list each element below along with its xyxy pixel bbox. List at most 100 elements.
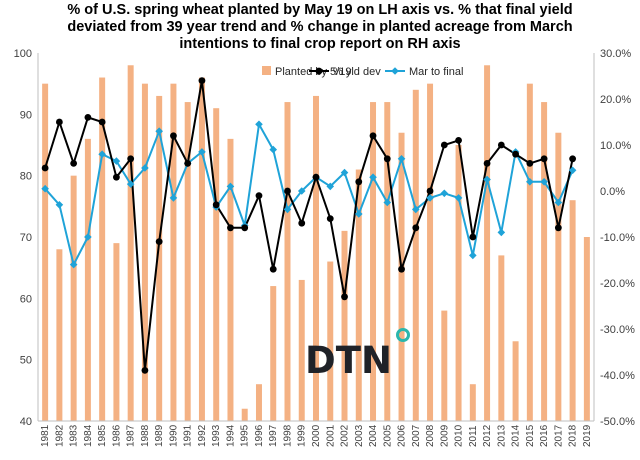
x-tick-label: 1993 [211, 424, 222, 447]
point-mar-to-final-1989 [155, 127, 163, 135]
bar-planted-2005 [384, 102, 391, 422]
right-tick-label: -30.0% [600, 324, 635, 336]
bar-planted-2008 [427, 83, 434, 422]
x-tick-label: 2015 [525, 424, 536, 447]
point-mar-to-final-2002 [340, 168, 349, 177]
right-tick-label: 0.0% [600, 186, 625, 198]
x-tick-label: 1999 [297, 424, 308, 447]
x-tick-label: 2017 [553, 424, 564, 447]
bar-planted-1982 [56, 249, 63, 421]
bar-planted-2001 [327, 261, 334, 421]
legend-swatch-planted [262, 66, 271, 75]
dtn-logo-dot [396, 328, 410, 342]
point-mar-to-final-2018 [568, 166, 577, 175]
x-tick-label: 2008 [425, 424, 436, 447]
x-tick-label: 1986 [111, 424, 122, 447]
left-tick-label: 100 [14, 48, 32, 60]
point-yld-dev-2016 [540, 155, 548, 163]
x-tick-label: 1987 [126, 424, 137, 447]
point-yld-dev-2000 [312, 173, 320, 181]
point-mar-to-final-1984 [84, 233, 92, 241]
point-mar-to-final-1981 [41, 184, 49, 193]
point-mar-to-final-1998 [283, 205, 292, 214]
x-tick-label: 2002 [340, 424, 351, 447]
point-mar-to-final-1999 [297, 187, 306, 195]
x-tick-label: 1990 [168, 424, 179, 447]
point-mar-to-final-1988 [141, 164, 149, 172]
point-yld-dev-1981 [41, 164, 49, 172]
bar-planted-1987 [127, 65, 134, 422]
bar-planted-2017 [555, 132, 562, 421]
point-yld-dev-1996 [255, 192, 263, 200]
point-yld-dev-2001 [326, 215, 334, 223]
bar-planted-1991 [184, 102, 191, 422]
x-tick-label: 1996 [254, 424, 265, 447]
point-yld-dev-1988 [141, 367, 149, 374]
left-tick-label: 60 [20, 293, 32, 305]
point-mar-to-final-2017 [554, 198, 563, 207]
point-yld-dev-1982 [55, 118, 63, 126]
x-tick-label: 1985 [97, 424, 108, 447]
legend-marker-yld-dev [315, 67, 323, 75]
x-tick-label: 2019 [582, 424, 593, 447]
left-tick-label: 40 [20, 416, 32, 428]
point-yld-dev-2005 [383, 155, 391, 163]
right-tick-label: 10.0% [600, 140, 631, 152]
point-yld-dev-2010 [455, 137, 462, 144]
x-tick-label: 1989 [154, 424, 165, 447]
chart-title-line-2: deviated from 39 year trend and % change… [67, 19, 573, 35]
point-mar-to-final-1992 [198, 148, 206, 156]
legend-marker-mar-to-final [391, 67, 399, 75]
x-tick-label: 2007 [411, 424, 422, 447]
point-mar-to-final-2013 [497, 228, 506, 237]
chart-title-line-3: intentions to final crop report on RH ax… [179, 36, 461, 52]
x-tick-label: 1994 [225, 424, 236, 447]
left-tick-label: 70 [20, 232, 32, 244]
right-tick-label: 30.0% [600, 48, 631, 60]
x-tick-label: 1982 [54, 424, 65, 447]
bar-planted-1997 [270, 286, 277, 421]
right-tick-label: -40.0% [600, 370, 635, 382]
bar-planted-2016 [541, 102, 548, 422]
bar-planted-2007 [412, 89, 419, 422]
x-tick-label: 2012 [482, 424, 493, 447]
x-tick-label: 1983 [69, 424, 80, 447]
bar-planted-2019 [583, 237, 590, 421]
point-mar-to-final-2001 [326, 182, 335, 191]
bar-planted-2018 [569, 200, 576, 421]
point-mar-to-final-1986 [112, 157, 121, 165]
bar-planted-2015 [526, 83, 533, 422]
point-mar-to-final-2004 [369, 173, 377, 181]
point-mar-to-final-2006 [397, 155, 406, 163]
bar-planted-2002 [341, 230, 348, 421]
left-tick-label: 80 [20, 171, 32, 183]
x-tick-label: 1992 [197, 424, 208, 447]
bar-planted-1990 [170, 83, 177, 422]
point-mar-to-final-2005 [383, 198, 392, 207]
x-tick-label: 1981 [40, 424, 51, 447]
bar-planted-2000 [313, 95, 319, 421]
point-mar-to-final-2009 [440, 189, 449, 198]
point-mar-to-final-1985 [98, 150, 106, 158]
chart-title: % of U.S. spring wheat planted by May 19… [0, 2, 640, 53]
point-mar-to-final-2012 [483, 175, 491, 184]
point-yld-dev-2007 [412, 224, 420, 232]
point-yld-dev-2003 [355, 178, 363, 186]
bar-planted-2003 [355, 169, 362, 421]
bar-planted-1993 [213, 108, 220, 421]
dtn-logo: DTN [305, 339, 392, 382]
point-mar-to-final-1994 [226, 182, 235, 191]
x-tick-label: 1984 [83, 424, 94, 447]
x-tick-label: 2006 [397, 424, 408, 447]
point-yld-dev-2017 [554, 224, 562, 232]
point-yld-dev-2013 [497, 141, 505, 149]
point-yld-dev-2004 [369, 132, 377, 140]
point-yld-dev-1994 [227, 224, 234, 232]
point-yld-dev-2015 [526, 160, 534, 167]
left-tick-label: 90 [20, 109, 32, 121]
bar-planted-2010 [455, 145, 462, 421]
x-tick-label: 2001 [325, 424, 336, 447]
x-tick-label: 2009 [439, 424, 450, 447]
